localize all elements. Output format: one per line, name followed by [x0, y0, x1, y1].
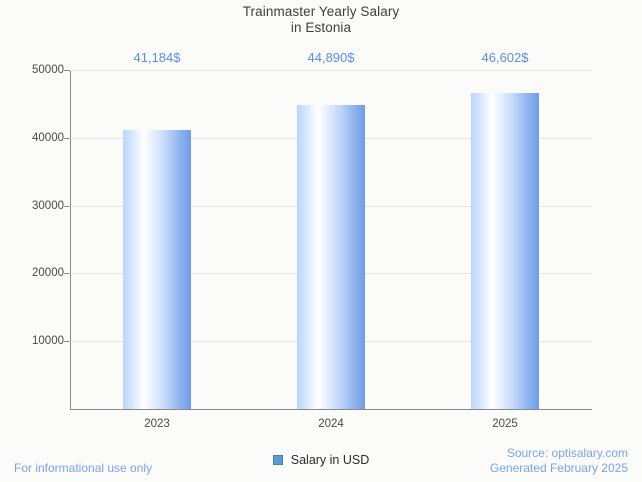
gridline [70, 70, 592, 71]
bar-value-label-2023: 41,184$ [133, 50, 181, 65]
plot-area [70, 70, 592, 409]
y-tick-mark [64, 137, 70, 139]
bar-2023[interactable] [123, 129, 191, 409]
legend-item-salary-in-usd[interactable]: Salary in USD [262, 450, 380, 470]
y-axis-line [70, 70, 71, 410]
y-tick-label: 20000 [32, 267, 64, 280]
y-tick-label: 50000 [32, 64, 64, 76]
legend: Salary in USD [0, 450, 642, 470]
bar-2024[interactable] [297, 104, 365, 409]
y-tick-mark [64, 273, 70, 275]
source-line: Source: optisalary.com [506, 446, 628, 460]
chart-title-line1: Trainmaster Yearly Salary [242, 4, 400, 19]
y-tick-mark [64, 70, 70, 71]
y-tick-label: 10000 [32, 335, 64, 348]
x-axis-line [70, 409, 592, 410]
bar-value-label-2024: 44,890$ [307, 50, 355, 65]
y-tick-label: 40000 [32, 131, 64, 144]
chart-title: Trainmaster Yearly Salary in Estonia [0, 4, 642, 36]
informational-note: For informational use only [14, 461, 153, 475]
source-credit: Source: optisalary.com Generated Februar… [490, 446, 628, 476]
x-tick-label-2023: 2023 [144, 418, 170, 430]
x-tick-label-2024: 2024 [318, 418, 344, 430]
y-tick-mark [64, 341, 70, 343]
bar-value-label-2025: 46,602$ [481, 50, 529, 65]
chart-title-line2: in Estonia [290, 20, 352, 35]
y-tick-mark [64, 205, 70, 207]
legend-item-label: Salary in USD [290, 453, 370, 467]
generated-line: Generated February 2025 [489, 461, 628, 475]
y-tick-label: 30000 [32, 199, 64, 212]
legend-swatch-icon [272, 455, 283, 465]
bar-2025[interactable] [471, 93, 539, 409]
x-tick-label-2025: 2025 [492, 418, 518, 430]
